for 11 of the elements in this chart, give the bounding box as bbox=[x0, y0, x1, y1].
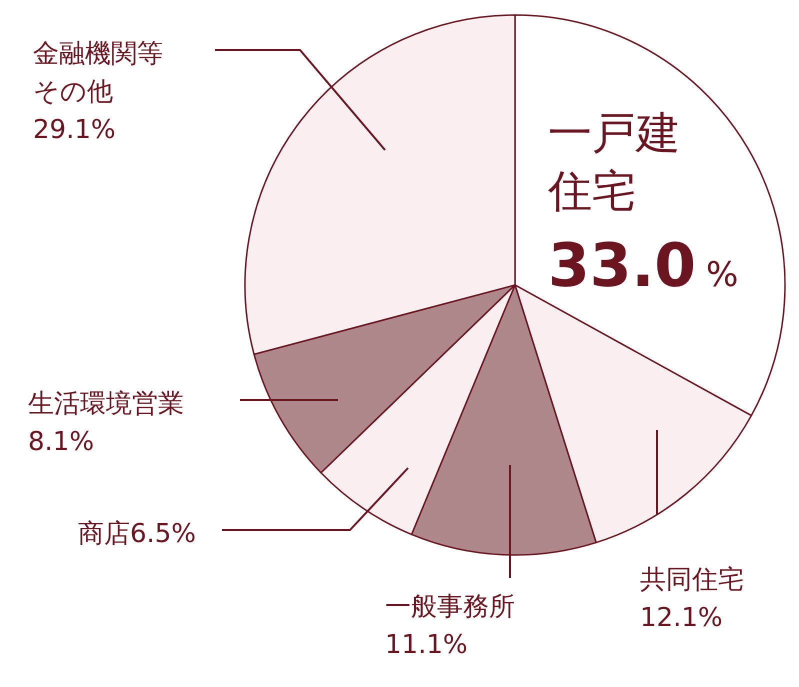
data-label: 12.1% bbox=[640, 603, 723, 633]
slice-label: 共同住宅 bbox=[640, 565, 744, 595]
slice-label: 金融機関等その他 bbox=[33, 39, 163, 107]
slice-label: 一戸建住宅 bbox=[547, 108, 680, 217]
slice-label: 一般事務所 bbox=[385, 592, 515, 622]
legend-label: 生活環境営業 bbox=[28, 389, 184, 419]
data-label: 11.1% bbox=[385, 630, 468, 660]
data-label: 29.1% bbox=[33, 115, 116, 145]
slice-label: 商店6.5% bbox=[78, 519, 196, 549]
data-label: 33.0% bbox=[548, 231, 738, 301]
data-label: 8.1% bbox=[28, 427, 94, 457]
